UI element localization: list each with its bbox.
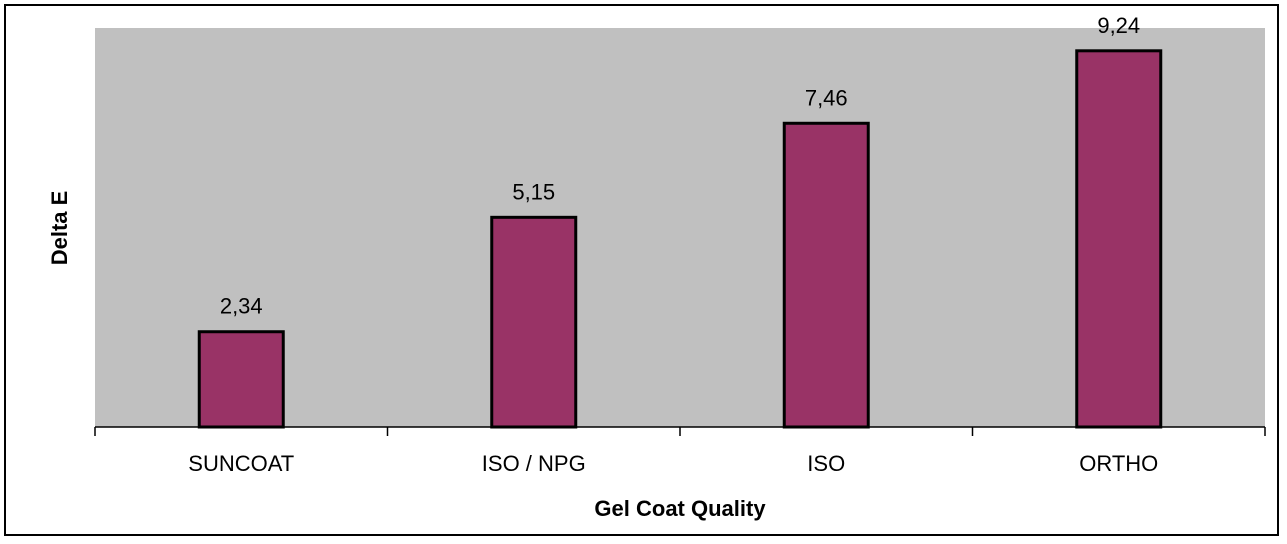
x-axis-title: Gel Coat Quality xyxy=(594,496,766,521)
bar-suncoat xyxy=(197,330,285,429)
bar-iso xyxy=(782,121,870,429)
x-tick-labels-group: SUNCOAT ISO / NPG ISO ORTHO xyxy=(188,451,1158,476)
data-label: 7,46 xyxy=(805,85,848,110)
data-label: 5,15 xyxy=(512,179,555,204)
bars-group xyxy=(197,49,1163,429)
x-tick-label: ISO / NPG xyxy=(482,451,586,476)
bar-ortho xyxy=(1075,49,1163,429)
x-tick-label: ISO xyxy=(807,451,845,476)
data-label: 2,34 xyxy=(220,294,263,319)
y-axis-title: Delta E xyxy=(47,191,72,266)
x-tick-label: ORTHO xyxy=(1079,451,1158,476)
bar-iso-npg xyxy=(490,215,578,429)
x-tick-label: SUNCOAT xyxy=(188,451,294,476)
x-ticks-group xyxy=(94,427,1266,436)
data-labels-group: 2,34 5,15 7,46 9,24 xyxy=(220,13,1140,319)
plot-area xyxy=(95,28,1265,427)
data-label: 9,24 xyxy=(1097,13,1140,38)
